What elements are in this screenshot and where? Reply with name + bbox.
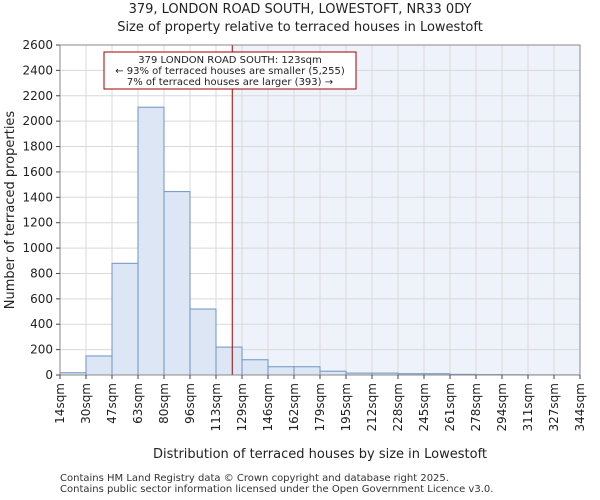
chart-subtitle: Size of property relative to terraced ho…	[117, 20, 483, 35]
histogram-bar	[267, 366, 295, 376]
x-tick-label: 47sqm	[105, 383, 119, 424]
y-tick-label: 2200	[22, 89, 53, 103]
y-tick-label: 400	[30, 317, 53, 331]
chart-title: 379, LONDON ROAD SOUTH, LOWESTOFT, NR33 …	[128, 2, 472, 17]
y-tick-label: 2400	[22, 63, 53, 77]
y-tick-label: 800	[30, 266, 53, 280]
x-tick-label: 14sqm	[53, 383, 67, 424]
histogram-chart: 0 200 400 600 800 1000 1200 1400 1600 1800 2000 220…	[3, 38, 587, 462]
x-tick-label: 146sqm	[261, 383, 275, 431]
x-tick-label: 179sqm	[313, 383, 327, 431]
x-tick-label: 245sqm	[417, 383, 431, 431]
x-tick-label: 212sqm	[365, 383, 379, 431]
histogram-bar	[241, 359, 269, 376]
x-tick-label: 344sqm	[573, 383, 587, 431]
histogram-bar	[111, 262, 139, 376]
histogram-bar	[293, 366, 321, 376]
y-tick-label: 200	[30, 343, 53, 357]
annotation-box: 379 LONDON ROAD SOUTH: 123sqm ← 93% of t…	[103, 51, 357, 90]
x-axis-label: Distribution of terraced houses by size …	[153, 447, 487, 462]
x-tick-label: 63sqm	[131, 383, 145, 424]
y-tick-label: 1400	[22, 190, 53, 204]
y-tick-label: 1800	[22, 140, 53, 154]
histogram-bar	[319, 370, 347, 376]
histogram-bar	[137, 106, 165, 376]
histogram-bar	[163, 191, 191, 376]
x-tick-label: 294sqm	[495, 383, 509, 431]
y-tick-label: 1000	[22, 241, 53, 255]
histogram-bar	[189, 308, 217, 376]
x-tick-label: 80sqm	[157, 383, 171, 424]
y-tick-label: 600	[30, 292, 53, 306]
x-tick-label: 129sqm	[235, 383, 249, 431]
y-tick-label: 2600	[22, 38, 53, 52]
x-tick-label: 195sqm	[339, 383, 353, 431]
x-tick-label: 96sqm	[183, 383, 197, 424]
y-tick-label: 0	[45, 368, 53, 382]
footer-licence: Contains public sector information licen…	[60, 484, 494, 495]
x-tick-label: 113sqm	[209, 383, 223, 431]
annotation-line-2: ← 93% of terraced houses are smaller (5,…	[115, 66, 345, 77]
x-tick-label: 278sqm	[469, 383, 483, 431]
larger-region-background	[232, 45, 580, 375]
x-tick-label: 228sqm	[391, 383, 405, 431]
histogram-bar	[85, 355, 113, 376]
x-tick-label: 327sqm	[547, 383, 561, 431]
histogram-bar	[215, 346, 243, 376]
y-tick-label: 1600	[22, 165, 53, 179]
annotation-line-1: 379 LONDON ROAD SOUTH: 123sqm	[138, 55, 322, 66]
annotation-line-3: 7% of terraced houses are larger (393) →	[127, 77, 333, 88]
x-tick-label: 162sqm	[287, 383, 301, 431]
footer-copyright: Contains HM Land Registry data © Crown c…	[60, 473, 449, 484]
x-tick-label: 30sqm	[79, 383, 93, 424]
y-tick-label: 1200	[22, 216, 53, 230]
y-tick-label: 2000	[22, 114, 53, 128]
x-tick-label: 261sqm	[443, 383, 457, 431]
x-tick-label: 311sqm	[521, 383, 535, 431]
y-axis-label: Number of terraced properties	[3, 111, 18, 310]
